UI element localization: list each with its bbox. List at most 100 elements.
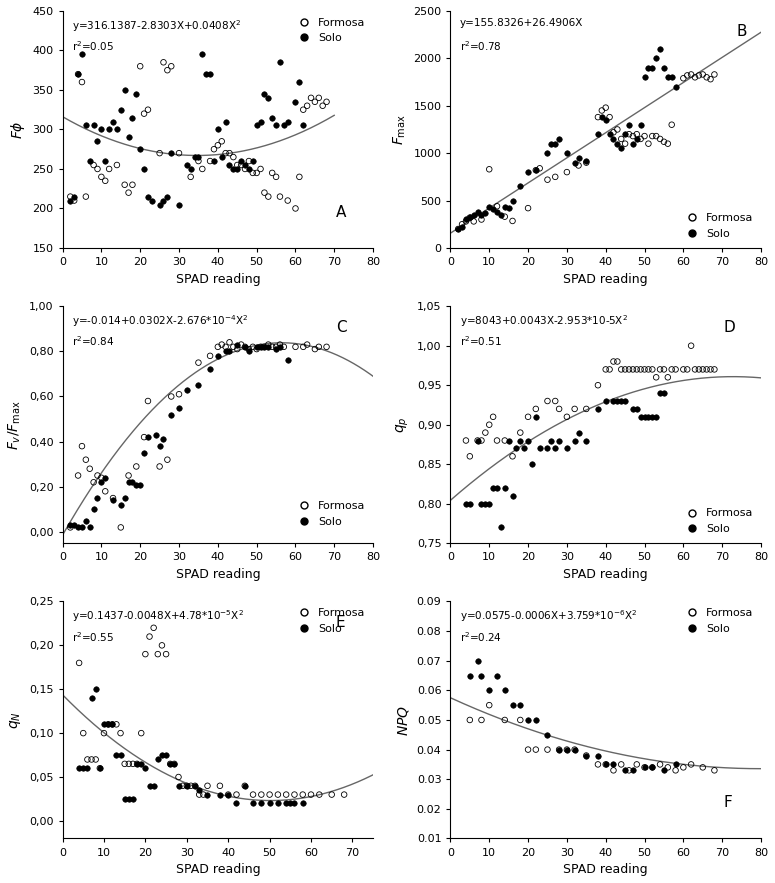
Point bbox=[549, 170, 561, 184]
Point bbox=[77, 761, 89, 775]
Point bbox=[623, 763, 636, 777]
Point bbox=[102, 717, 114, 731]
Point bbox=[646, 760, 659, 774]
Text: r$^2$=0.84: r$^2$=0.84 bbox=[72, 335, 114, 349]
Point bbox=[250, 118, 263, 132]
Point bbox=[277, 118, 290, 132]
Point bbox=[689, 362, 701, 376]
Point bbox=[463, 210, 476, 224]
Text: r$^2$=0.78: r$^2$=0.78 bbox=[460, 40, 501, 53]
Point bbox=[64, 190, 77, 204]
Point bbox=[131, 757, 143, 771]
Point bbox=[64, 193, 77, 208]
Text: y=155.8326+26.4906X: y=155.8326+26.4906X bbox=[460, 18, 583, 28]
Point bbox=[697, 760, 709, 774]
Point bbox=[479, 206, 491, 220]
Point bbox=[88, 158, 100, 172]
Point bbox=[172, 770, 184, 784]
Point bbox=[243, 154, 255, 168]
Point bbox=[280, 796, 292, 811]
Point bbox=[670, 79, 682, 94]
Point bbox=[600, 101, 612, 115]
Text: y=316.1387-2.8303X+0.0408X$^2$: y=316.1387-2.8303X+0.0408X$^2$ bbox=[72, 18, 241, 34]
Point bbox=[160, 647, 172, 661]
Point bbox=[130, 478, 143, 492]
Point bbox=[91, 162, 104, 176]
Point bbox=[214, 788, 226, 802]
Point bbox=[219, 340, 232, 354]
Point bbox=[553, 402, 565, 416]
Point bbox=[475, 668, 487, 683]
Point bbox=[255, 788, 267, 802]
Point bbox=[635, 362, 647, 376]
Point bbox=[243, 162, 255, 176]
Point bbox=[239, 158, 251, 172]
Point bbox=[142, 394, 154, 408]
Legend: Formosa, Solo: Formosa, Solo bbox=[676, 208, 758, 243]
Point bbox=[514, 179, 526, 193]
Point bbox=[592, 749, 604, 763]
Point bbox=[202, 779, 214, 793]
Point bbox=[479, 496, 491, 510]
Point bbox=[142, 102, 154, 117]
Point bbox=[642, 410, 655, 424]
Point bbox=[192, 378, 205, 392]
Y-axis label: $F_v/F_\mathrm{max}$: $F_v/F_\mathrm{max}$ bbox=[7, 400, 23, 449]
Point bbox=[627, 129, 639, 143]
Point bbox=[99, 154, 112, 168]
Point bbox=[522, 434, 534, 448]
Point bbox=[600, 113, 612, 127]
Point bbox=[498, 713, 511, 727]
Point bbox=[596, 103, 608, 117]
Point bbox=[483, 496, 495, 510]
Point bbox=[119, 491, 131, 505]
Point bbox=[514, 426, 526, 440]
Point bbox=[126, 475, 139, 489]
Point bbox=[549, 394, 561, 408]
Point bbox=[608, 125, 620, 140]
Point bbox=[316, 99, 329, 113]
Point bbox=[650, 370, 663, 384]
Point bbox=[666, 117, 678, 132]
Point bbox=[467, 208, 480, 222]
Point bbox=[152, 752, 164, 766]
Point bbox=[338, 788, 350, 802]
Point bbox=[553, 743, 565, 757]
Point bbox=[456, 220, 468, 234]
Point bbox=[662, 760, 674, 774]
Point bbox=[600, 362, 612, 376]
Point bbox=[305, 788, 317, 802]
Point bbox=[471, 434, 484, 448]
Point bbox=[138, 430, 150, 444]
Point bbox=[646, 760, 659, 774]
Point bbox=[541, 173, 553, 187]
Text: A: A bbox=[336, 205, 346, 220]
Point bbox=[650, 410, 663, 424]
Point bbox=[235, 337, 247, 351]
Point bbox=[72, 520, 84, 534]
Point bbox=[553, 132, 565, 146]
Text: r$^2$=0.05: r$^2$=0.05 bbox=[72, 40, 114, 53]
Point bbox=[289, 201, 301, 215]
Point bbox=[596, 110, 608, 125]
Point bbox=[522, 743, 534, 757]
Point bbox=[250, 342, 263, 356]
Point bbox=[227, 340, 239, 354]
Point bbox=[103, 123, 115, 137]
Point bbox=[127, 757, 140, 771]
Point bbox=[204, 67, 216, 81]
Point bbox=[498, 481, 511, 495]
Point bbox=[646, 61, 659, 75]
Point bbox=[506, 698, 518, 713]
Point bbox=[107, 115, 119, 129]
Point bbox=[639, 760, 651, 774]
Point bbox=[164, 757, 177, 771]
Point bbox=[146, 193, 158, 208]
Text: y=0.0575-0.0006X+3.759*10$^{-6}$X$^2$: y=0.0575-0.0006X+3.759*10$^{-6}$X$^2$ bbox=[460, 608, 637, 624]
Point bbox=[147, 779, 160, 793]
Point bbox=[246, 154, 259, 168]
Text: r$^2$=0.51: r$^2$=0.51 bbox=[460, 335, 502, 349]
Point bbox=[119, 177, 131, 192]
Point bbox=[693, 68, 705, 82]
Point bbox=[313, 788, 326, 802]
